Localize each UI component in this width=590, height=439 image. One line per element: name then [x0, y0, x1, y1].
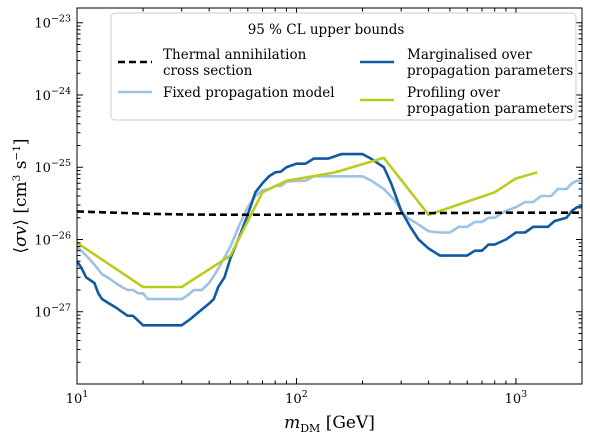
y-tick-label: 10−27	[34, 303, 71, 321]
series-line-1	[77, 174, 582, 301]
legend-label: Fixed propagation model	[163, 85, 335, 101]
legend-box	[110, 12, 577, 121]
legend-label: Marginalised over	[407, 47, 532, 63]
x-tick-label: 103	[505, 389, 528, 407]
data-series-group	[77, 152, 582, 327]
axis-labels-group: mDM [GeV] ⟨σv⟩ [cm3 s−1]	[11, 138, 375, 435]
legend-label: Thermal annihilation	[163, 47, 307, 63]
legend-label: propagation parameters	[407, 101, 573, 117]
legend-label: Profiling over	[407, 85, 501, 101]
y-tick-label: 10−23	[34, 14, 71, 32]
series-line-2	[77, 152, 582, 327]
x-axis-label: mDM [GeV]	[284, 413, 375, 435]
legend-label: cross section	[163, 63, 253, 79]
y-tick-label: 10−26	[34, 230, 71, 248]
legend: 95 % CL upper bounds Thermal annihilation…	[110, 12, 577, 121]
x-tick-label: 101	[66, 389, 89, 407]
legend-label: propagation parameters	[407, 63, 573, 79]
y-tick-label: 10−24	[34, 86, 71, 104]
y-axis-label: ⟨σv⟩ [cm3 s−1]	[11, 138, 31, 253]
series-line-3	[77, 156, 538, 289]
x-tick-label: 102	[285, 389, 308, 407]
ticks-group: 101 102 103 10−27 10−26 10−25 10−24 10−23	[34, 8, 583, 407]
legend-title: 95 % CL upper bounds	[248, 22, 405, 38]
series-line-0	[77, 210, 582, 217]
y-tick-label: 10−25	[34, 158, 71, 176]
